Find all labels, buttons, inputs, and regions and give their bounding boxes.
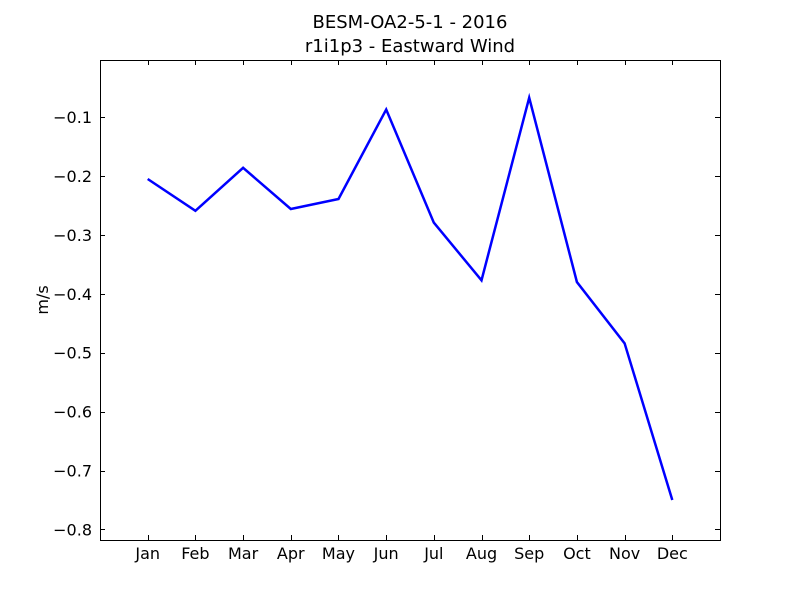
y-tick-label: −0.7 [53, 462, 92, 481]
y-tick-label: −0.5 [53, 344, 92, 363]
x-tick-label: Feb [181, 544, 209, 563]
data-point [672, 499, 673, 500]
x-tick-label: Oct [563, 544, 591, 563]
x-tick-label: Jul [423, 544, 443, 563]
y-tick-label: −0.4 [53, 285, 92, 304]
data-point [290, 209, 291, 210]
data-point [481, 280, 482, 281]
data-point [624, 343, 625, 344]
x-tick-label: Jun [373, 544, 399, 563]
series-group [147, 92, 674, 501]
x-tick-label: Dec [657, 544, 688, 563]
x-tick-label: Sep [514, 544, 544, 563]
data-point [433, 222, 434, 223]
y-axis-label: m/s [33, 285, 52, 314]
y-tick-label: −0.2 [53, 167, 92, 186]
series-line [147, 92, 674, 501]
chart-subtitle: r1i1p3 - Eastward Wind [305, 36, 515, 57]
data-point [576, 282, 577, 283]
ticks-group: Jan Feb Mar Apr May Jun Jul Aug Sep Oct Nov Dec −0.1… [53, 60, 720, 563]
x-tick-label: Jan [134, 544, 160, 563]
data-point [386, 109, 387, 110]
data-point [147, 178, 148, 179]
y-tick-label: −0.6 [53, 403, 92, 422]
x-tick-label: Apr [277, 544, 305, 563]
x-tick-label: Aug [466, 544, 497, 563]
y-tick-label: −0.1 [53, 108, 92, 127]
plot-area-frame [100, 60, 721, 541]
x-tick-label: Nov [609, 544, 640, 563]
y-tick-label: −0.8 [53, 520, 92, 539]
x-tick-label: May [322, 544, 355, 563]
chart-title: BESM-OA2-5-1 - 2016 [313, 12, 508, 33]
data-point [338, 198, 339, 199]
y-tick-label: −0.3 [53, 226, 92, 245]
data-point [243, 167, 244, 168]
x-tick-label: Mar [228, 544, 259, 563]
data-point [529, 97, 530, 98]
data-point [195, 210, 196, 211]
